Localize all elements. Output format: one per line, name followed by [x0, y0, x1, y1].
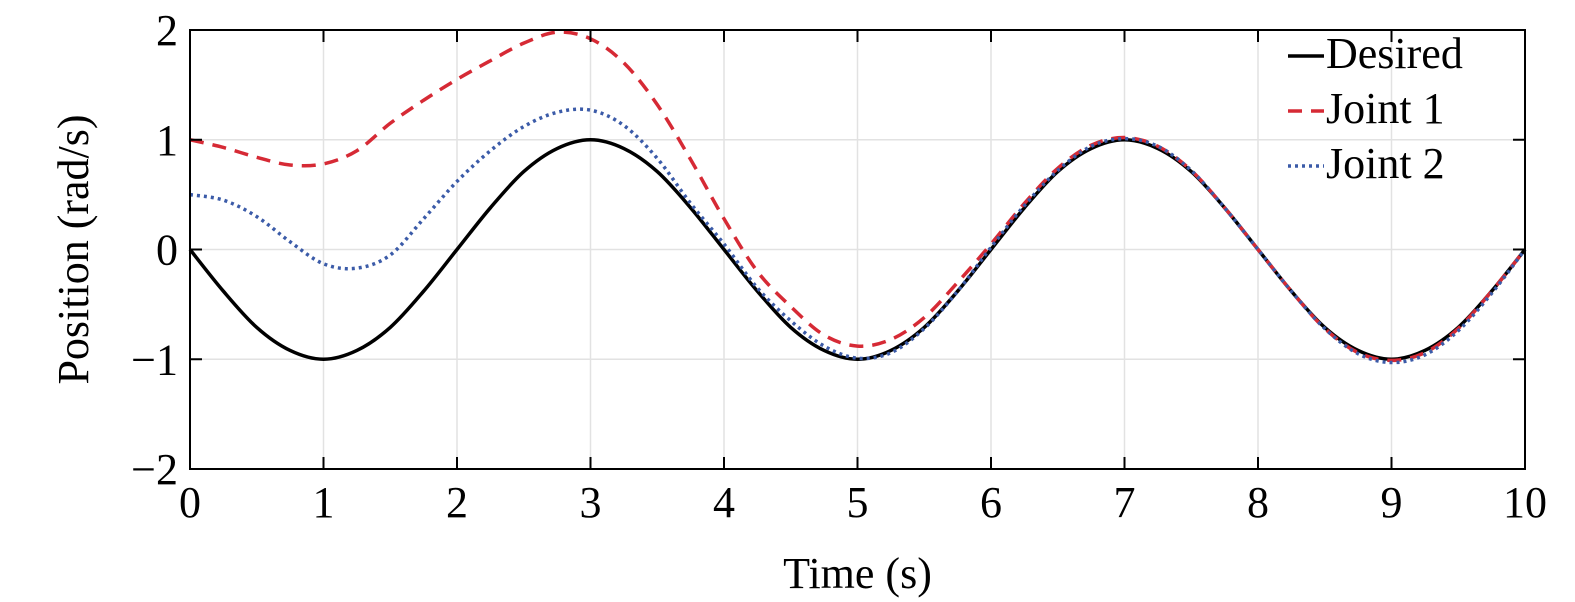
- y-tick-label: −1: [131, 335, 178, 384]
- y-tick-label: 1: [156, 116, 178, 165]
- y-axis-label: Position (rad/s): [49, 114, 98, 384]
- x-tick-label: 6: [980, 478, 1002, 527]
- x-tick-label: 0: [179, 478, 201, 527]
- y-tick-label: −2: [131, 445, 178, 494]
- y-tick-label: 2: [156, 6, 178, 55]
- legend-label-joint-2: Joint 2: [1326, 139, 1445, 188]
- legend-label-joint-1: Joint 1: [1326, 84, 1445, 133]
- x-tick-label: 5: [847, 478, 869, 527]
- x-tick-label: 10: [1503, 478, 1547, 527]
- x-tick-label: 7: [1114, 478, 1136, 527]
- x-tick-label: 1: [313, 478, 335, 527]
- x-tick-label: 3: [580, 478, 602, 527]
- series-lines: [188, 30, 1527, 365]
- x-tick-label: 2: [446, 478, 468, 527]
- x-tick-label: 8: [1247, 478, 1269, 527]
- x-tick-label: 4: [713, 478, 735, 527]
- x-axis-label: Time (s): [783, 549, 932, 598]
- x-tick-label: 9: [1381, 478, 1403, 527]
- series-line-joint-2: [189, 107, 1527, 365]
- ticks: 0 1 2 3 4 5 6 7 8 9 10 −2 −1 0 1 2: [131, 6, 1547, 527]
- grid: [189, 29, 1526, 470]
- y-tick-label: 0: [156, 226, 178, 275]
- legend-label-desired: Desired: [1326, 29, 1463, 78]
- series-line-joint-1: [189, 30, 1527, 363]
- legend: Desired Joint 1 Joint 2: [1288, 29, 1463, 188]
